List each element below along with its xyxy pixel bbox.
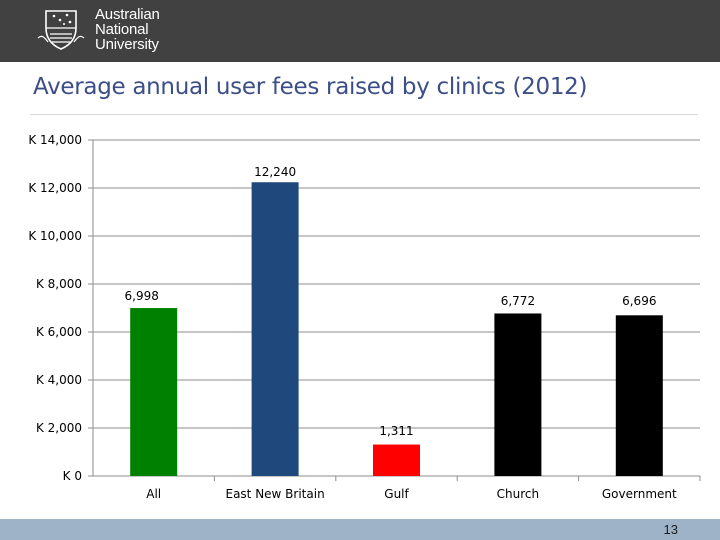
bar (373, 444, 420, 476)
bar (251, 182, 299, 477)
bar (615, 315, 663, 476)
anu-crest-icon (37, 10, 85, 50)
data-label: 12,240 (254, 165, 296, 179)
data-label: 6,696 (622, 294, 656, 308)
x-tick-label: East New Britain (225, 487, 324, 501)
bar (130, 308, 178, 476)
page-number: 13 (663, 522, 678, 537)
y-tick-label: K 12,000 (28, 181, 82, 195)
bar (494, 313, 542, 476)
y-tick-label: K 14,000 (28, 133, 82, 147)
y-tick-label: K 6,000 (36, 325, 82, 339)
y-tick-label: K 4,000 (36, 373, 82, 387)
footer-bar: 13 (0, 519, 720, 540)
data-label: 1,311 (379, 424, 413, 438)
data-label: 6,998 (125, 289, 159, 303)
x-tick-label: Government (602, 487, 677, 501)
wordmark-line-2: National (95, 21, 149, 38)
y-tick-label: K 8,000 (36, 277, 82, 291)
y-tick-label: K 2,000 (36, 421, 82, 435)
wordmark-line-1: Australian (95, 6, 160, 23)
x-tick-label: All (146, 487, 161, 501)
y-tick-label: K 0 (63, 469, 82, 483)
x-tick-label: Gulf (384, 487, 409, 501)
x-tick-label: Church (497, 487, 539, 501)
university-wordmark: Australian National University (95, 7, 160, 52)
header-bar: Australian National University (0, 0, 720, 62)
title-divider (30, 114, 698, 115)
y-tick-label: K 10,000 (28, 229, 82, 243)
data-label: 6,772 (501, 294, 535, 308)
wordmark-line-3: University (95, 36, 159, 53)
slide-title: Average annual user fees raised by clini… (33, 74, 588, 100)
